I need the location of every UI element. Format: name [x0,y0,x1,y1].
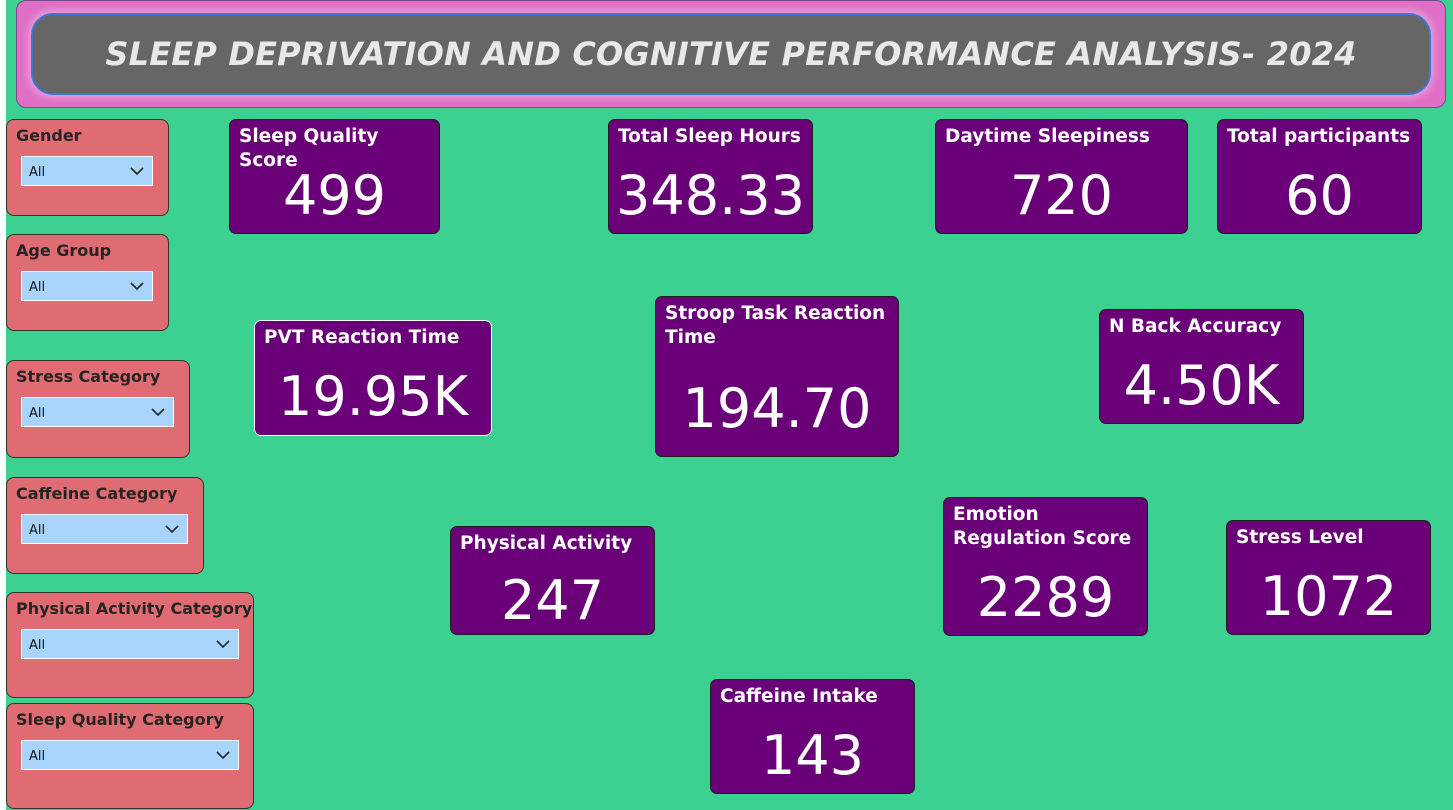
dropdown-value: All [29,749,46,764]
slicer-label: Physical Activity Category [16,599,253,618]
slicer-label: Age Group [16,241,112,260]
card-stroop-task-reaction-time: Stroop Task Reaction Time 194.70 [655,296,899,457]
slicer-label: Sleep Quality Category [16,710,224,729]
card-value: 1072 [1259,565,1398,628]
card-value: 348.33 [616,164,805,227]
chevron-down-icon [216,751,230,760]
slicer-label: Stress Category [16,367,161,386]
card-label: PVT Reaction Time [264,327,460,348]
card-value: 247 [500,569,605,632]
card-label: Caffeine Intake [720,686,878,707]
card-value: 194.70 [682,377,872,440]
card-pvt-reaction-time: PVT Reaction Time 19.95K [254,320,492,436]
page-title: SLEEP DEPRIVATION AND COGNITIVE PERFORMA… [105,35,1357,73]
slicer-gender: Gender All [6,119,169,216]
card-label: Physical Activity [460,533,633,554]
physical-activity-category-dropdown[interactable]: All [21,629,239,659]
card-total-participants: Total participants 60 [1217,119,1422,234]
sleep-quality-category-dropdown[interactable]: All [21,740,239,770]
card-label: Emotion Regulation Score [953,504,1132,549]
gender-dropdown[interactable]: All [21,156,153,186]
dropdown-value: All [29,638,46,653]
dropdown-value: All [29,406,46,421]
card-value: 499 [282,164,387,227]
chevron-down-icon [216,640,230,649]
dropdown-value: All [29,523,46,538]
age-group-dropdown[interactable]: All [21,271,153,301]
card-emotion-regulation-score: Emotion Regulation Score 2289 [943,497,1148,636]
left-frame-edge [0,0,6,810]
card-value: 143 [760,724,865,787]
title-panel: SLEEP DEPRIVATION AND COGNITIVE PERFORMA… [31,13,1431,95]
chevron-down-icon [130,282,144,291]
card-physical-activity: Physical Activity 247 [450,526,655,635]
slicer-physical-activity-category: Physical Activity Category All [6,592,254,698]
card-sleep-quality-score: Sleep Quality Score 499 [229,119,440,234]
card-value: 4.50K [1123,354,1280,417]
title-banner: SLEEP DEPRIVATION AND COGNITIVE PERFORMA… [16,0,1446,108]
dropdown-value: All [29,280,46,295]
card-label: N Back Accuracy [1109,316,1282,337]
card-label: Total Sleep Hours [618,126,801,147]
slicer-caffeine-category: Caffeine Category All [6,477,204,574]
card-label: Stress Level [1236,527,1364,548]
slicer-age-group: Age Group All [6,234,169,331]
card-value: 60 [1285,164,1354,227]
card-caffeine-intake: Caffeine Intake 143 [710,679,915,794]
chevron-down-icon [151,408,165,417]
slicer-stress-category: Stress Category All [6,360,190,458]
caffeine-category-dropdown[interactable]: All [21,514,188,544]
stress-category-dropdown[interactable]: All [21,397,174,427]
card-value: 19.95K [277,365,468,428]
chevron-down-icon [130,167,144,176]
slicer-sleep-quality-category: Sleep Quality Category All [6,703,254,809]
dropdown-value: All [29,165,46,180]
card-n-back-accuracy: N Back Accuracy 4.50K [1099,309,1304,424]
slicer-label: Gender [16,126,82,145]
chevron-down-icon [165,525,179,534]
card-label: Total participants [1227,126,1411,147]
card-value: 720 [1009,164,1114,227]
card-label: Daytime Sleepiness [945,126,1150,147]
card-value: 2289 [976,566,1115,629]
card-daytime-sleepiness: Daytime Sleepiness 720 [935,119,1188,234]
card-label: Sleep Quality Score [239,126,379,171]
card-total-sleep-hours: Total Sleep Hours 348.33 [608,119,813,234]
card-label: Stroop Task Reaction Time [665,303,886,348]
card-stress-level: Stress Level 1072 [1226,520,1431,635]
slicer-label: Caffeine Category [16,484,178,503]
